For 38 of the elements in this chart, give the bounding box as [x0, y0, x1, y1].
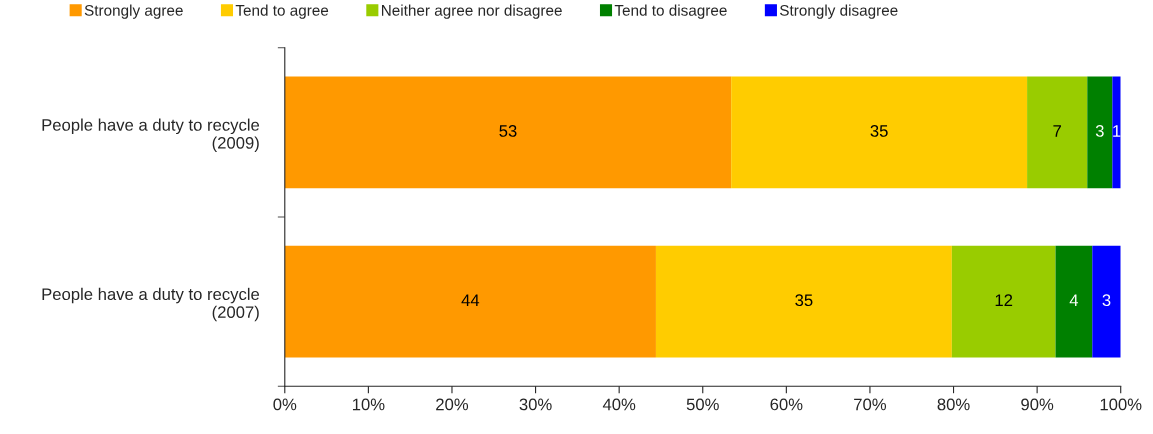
- x-tick-label: 50%: [686, 398, 719, 411]
- x-tick-label: 80%: [937, 398, 970, 411]
- data-label: 35: [870, 125, 888, 137]
- bar: [1092, 245, 1121, 358]
- legend-label: Tend to agree: [235, 4, 329, 19]
- x-tick-label: 20%: [436, 398, 469, 411]
- data-label: 4: [1069, 294, 1079, 306]
- x-tick-label: 60%: [770, 398, 803, 411]
- legend-label: Neither agree nor disagree: [381, 4, 562, 19]
- bar: [1112, 76, 1121, 189]
- bar: [1027, 76, 1088, 189]
- x-tick-label: 0%: [273, 398, 297, 411]
- data-label: 44: [461, 294, 480, 306]
- data-label: 12: [995, 294, 1013, 306]
- x-tick-label: 90%: [1021, 398, 1054, 411]
- legend-label: Strongly agree: [84, 4, 183, 19]
- legend-label: Strongly disagree: [780, 4, 898, 19]
- x-tick-label: 40%: [602, 398, 636, 411]
- x-tick-label: 70%: [854, 398, 887, 411]
- bar: [951, 245, 1056, 358]
- data-label: 35: [795, 294, 813, 307]
- y-tick-label: People have a duty to recycle (2007): [42, 287, 260, 322]
- legend-label: Tend to disagree: [614, 4, 727, 19]
- data-label: 7: [1053, 125, 1061, 137]
- bar: [1087, 76, 1113, 189]
- x-tick-label: 10%: [352, 398, 385, 411]
- data-label: 53: [499, 125, 517, 137]
- data-label: 3: [1095, 125, 1104, 137]
- bar: [284, 245, 656, 358]
- bar: [731, 76, 1028, 189]
- bar: [284, 76, 732, 189]
- data-label: 1: [1113, 125, 1121, 137]
- x-tick-label: 30%: [519, 398, 552, 411]
- data-label: 3: [1102, 294, 1111, 307]
- bar: [655, 245, 952, 358]
- bar: [1055, 245, 1093, 358]
- x-tick-label: 100%: [1100, 398, 1142, 411]
- y-tick-label: People have a duty to recycle (2009): [42, 118, 260, 153]
